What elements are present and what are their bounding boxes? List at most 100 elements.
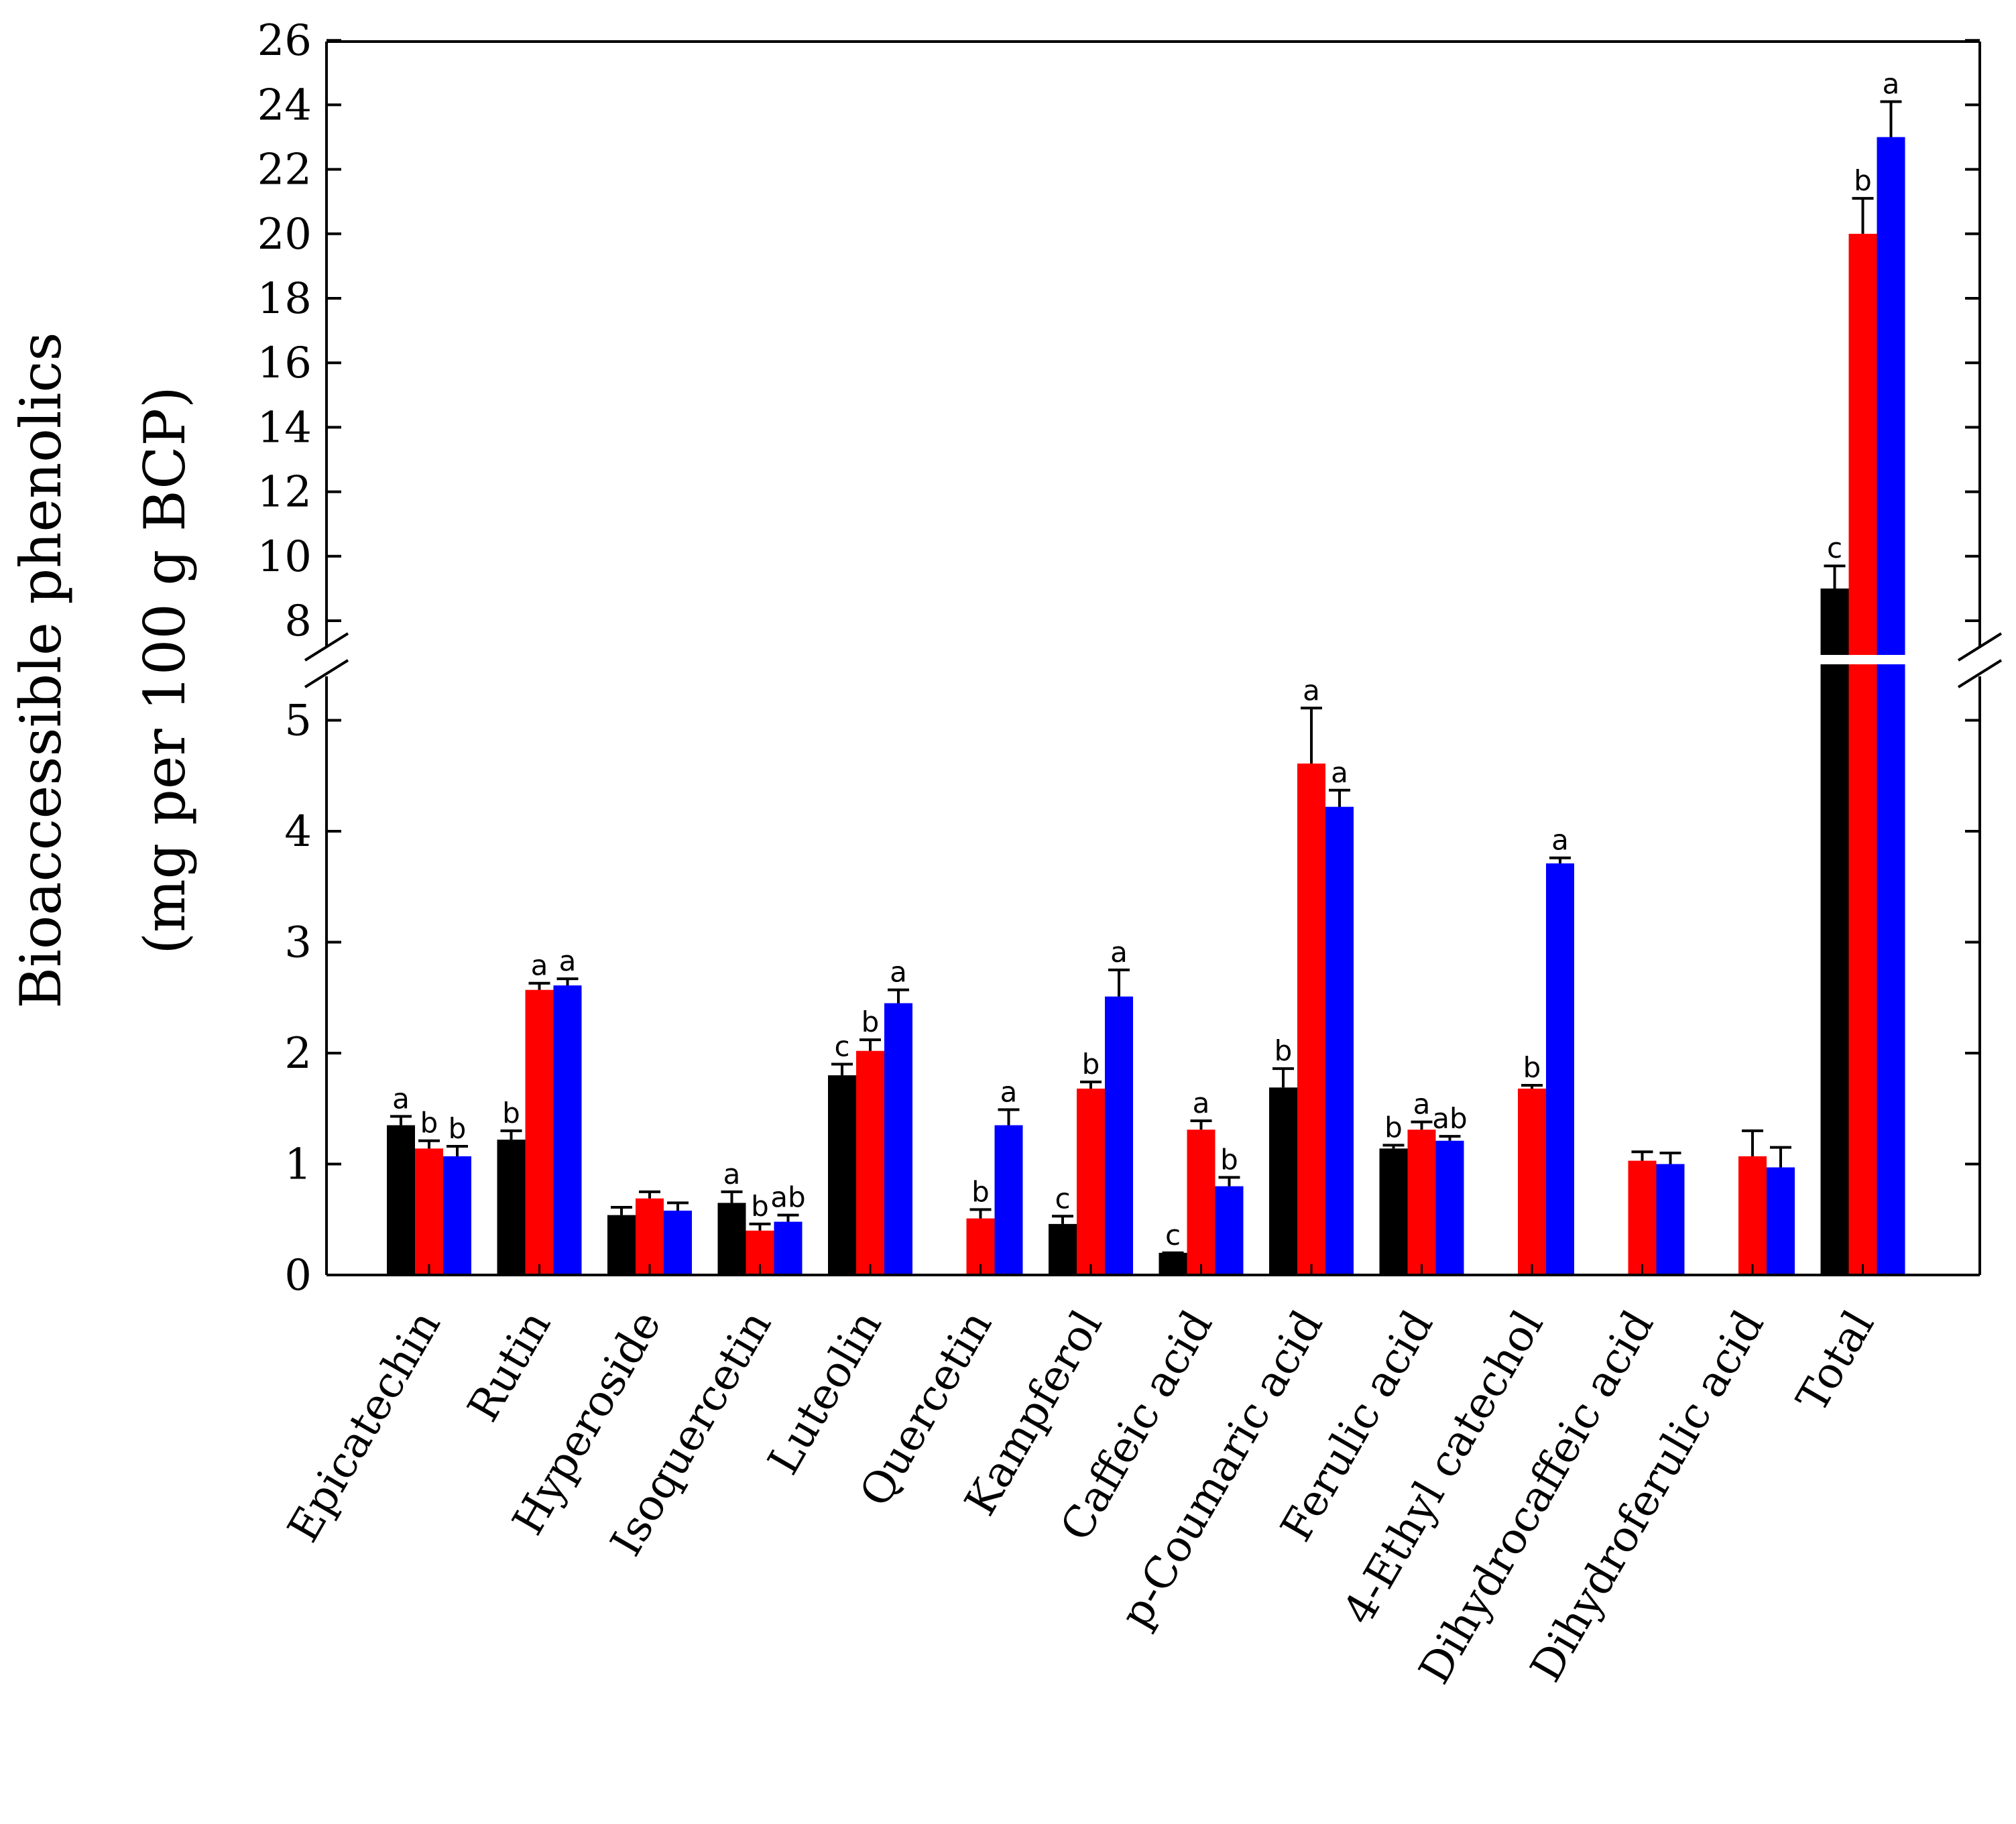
bar-9-1 xyxy=(1407,1130,1436,1275)
ytick-lower-5-label: 5 xyxy=(284,696,312,746)
ytick-upper-16-label: 16 xyxy=(257,339,312,388)
sig-label-3-1: b xyxy=(751,1190,769,1223)
sig-label-7-1: a xyxy=(1193,1087,1210,1119)
bar-6-2 xyxy=(1105,996,1133,1275)
sig-label-4-1: b xyxy=(862,1006,880,1038)
category-label-13: Total xyxy=(1787,1302,1884,1420)
sig-label-9-2: ab xyxy=(1432,1102,1467,1135)
ytick-lower-3-label: 3 xyxy=(284,918,312,968)
bar-9-2 xyxy=(1435,1140,1464,1275)
sig-label-9-0: b xyxy=(1384,1111,1403,1144)
ytick-lower-4-label: 4 xyxy=(284,807,312,857)
axes-layer xyxy=(304,40,2003,1276)
y-axis-label-line1: Bioaccessible phenolics xyxy=(8,332,74,1008)
category-label-1: Rutin xyxy=(459,1302,560,1430)
break-mark-0-a xyxy=(304,632,349,662)
ytick-upper-26-label: 26 xyxy=(257,16,312,66)
ytick-upper-22-label: 22 xyxy=(257,145,312,195)
ytick-upper-10-label: 10 xyxy=(257,532,312,582)
sig-label-0-2: b xyxy=(449,1112,467,1145)
bar-3-2 xyxy=(774,1221,803,1275)
sig-label-7-0: c xyxy=(1165,1219,1181,1252)
category-labels-layer: Epicatechin RutinHyperosideIsoquercetinLu… xyxy=(279,1302,1885,1692)
sig-label-6-0: c xyxy=(1055,1182,1070,1215)
bar-1-2 xyxy=(553,985,582,1275)
bars-layer xyxy=(387,137,1908,1275)
sig-label-5-2: a xyxy=(1000,1075,1018,1108)
sig-label-9-1: a xyxy=(1413,1088,1431,1121)
bar-11-1 xyxy=(1628,1160,1657,1275)
bar-8-1 xyxy=(1297,764,1325,1275)
sig-label-8-0: b xyxy=(1274,1034,1293,1067)
sig-label-3-2: ab xyxy=(770,1181,805,1214)
ytick-upper-12-label: 12 xyxy=(257,468,312,518)
sig-label-7-2: b xyxy=(1220,1143,1238,1176)
sig-label-0-0: a xyxy=(392,1082,410,1115)
y-axis-label-line2: (mg per 100 g BCP) xyxy=(132,386,198,955)
sig-label-1-0: b xyxy=(502,1097,520,1130)
bar-10-2 xyxy=(1546,863,1574,1275)
error-bars-layer xyxy=(390,100,1902,1254)
sig-label-1-2: a xyxy=(559,945,577,977)
bar-13-2 xyxy=(1877,137,1905,1275)
sig-label-6-2: a xyxy=(1110,936,1128,969)
bar-10-1 xyxy=(1518,1088,1546,1275)
bar-4-0 xyxy=(828,1075,856,1275)
bar-7-1 xyxy=(1187,1130,1215,1275)
category-label-0: Epicatechin xyxy=(279,1302,451,1551)
bar-8-2 xyxy=(1325,806,1354,1275)
bar-11-2 xyxy=(1656,1164,1685,1275)
ytick-upper-14-label: 14 xyxy=(257,403,312,452)
sig-label-10-1: b xyxy=(1523,1051,1541,1084)
sig-label-6-1: b xyxy=(1082,1048,1100,1081)
break-mark-0-b xyxy=(304,659,349,688)
sig-label-8-1: a xyxy=(1303,674,1320,707)
bar-7-2 xyxy=(1215,1186,1244,1275)
bar-13-0 xyxy=(1820,588,1849,1275)
sig-label-4-2: a xyxy=(890,956,907,989)
ytick-upper-20-label: 20 xyxy=(257,210,312,259)
sig-label-13-0: c xyxy=(1827,532,1842,564)
sig-label-3-0: a xyxy=(723,1158,741,1191)
bar-2-1 xyxy=(636,1198,664,1275)
bar-1-1 xyxy=(525,989,554,1275)
sig-label-13-2: a xyxy=(1883,68,1900,101)
bar-0-1 xyxy=(415,1148,443,1275)
ytick-upper-8-label: 8 xyxy=(284,597,312,646)
bar-0-2 xyxy=(443,1156,471,1275)
bar-6-1 xyxy=(1077,1088,1105,1275)
bar-6-0 xyxy=(1049,1223,1077,1275)
bar-7-0 xyxy=(1159,1252,1187,1275)
sig-label-8-2: a xyxy=(1331,756,1348,789)
axis-break-gap xyxy=(1818,655,1908,664)
bar-13-1 xyxy=(1848,233,1877,1275)
bar-2-2 xyxy=(664,1211,692,1275)
bar-12-2 xyxy=(1767,1167,1795,1275)
ytick-upper-18-label: 18 xyxy=(257,274,312,324)
y-axis-label: Bioaccessible phenolics (mg per 100 g BC… xyxy=(8,332,198,1008)
bar-4-1 xyxy=(856,1050,884,1275)
bar-2-0 xyxy=(607,1215,636,1275)
ytick-lower-0-label: 0 xyxy=(284,1251,312,1300)
bar-9-0 xyxy=(1379,1148,1408,1275)
ytick-lower-1-label: 1 xyxy=(284,1140,312,1190)
bar-1-0 xyxy=(497,1140,526,1275)
sig-label-1-1: a xyxy=(531,949,548,982)
break-mark-1-a xyxy=(1957,632,2003,662)
category-label-8: p-Coumaric acid xyxy=(1111,1302,1333,1636)
bar-5-2 xyxy=(994,1125,1023,1275)
bar-8-0 xyxy=(1269,1087,1297,1275)
category-label-10: 4-Ethyl catechol xyxy=(1333,1302,1553,1633)
bar-3-0 xyxy=(717,1203,746,1275)
bar-12-1 xyxy=(1738,1156,1767,1275)
ytick-lower-2-label: 2 xyxy=(284,1029,312,1079)
sig-label-4-0: c xyxy=(834,1030,849,1063)
bar-0-0 xyxy=(387,1125,415,1275)
sig-label-13-1: b xyxy=(1854,164,1872,197)
sig-label-10-2: a xyxy=(1551,824,1569,857)
sig-label-5-1: b xyxy=(971,1175,990,1208)
break-mark-1-b xyxy=(1957,659,2003,688)
